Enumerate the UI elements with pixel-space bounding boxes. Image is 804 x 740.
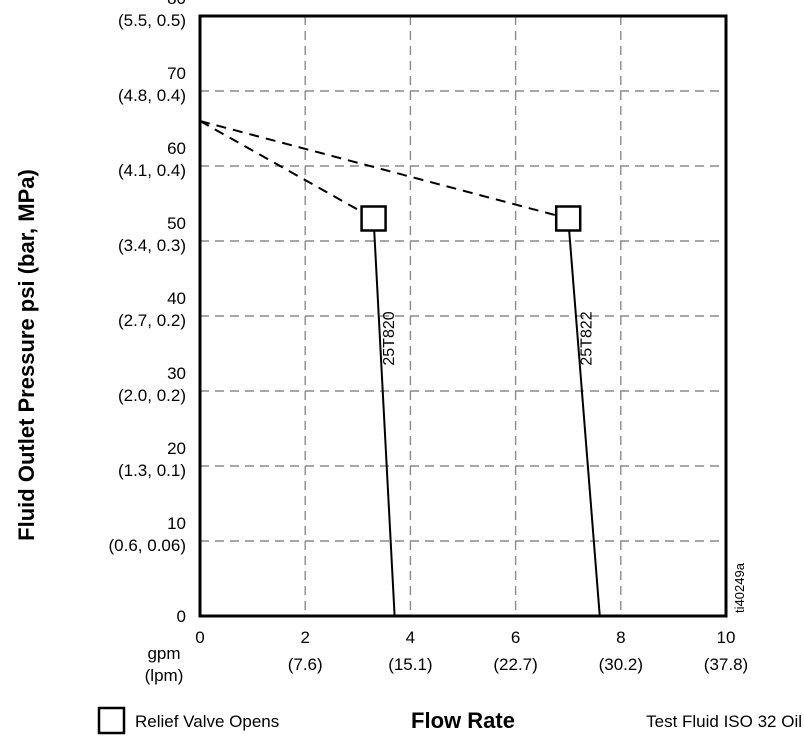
- y-tick-label: 60: [167, 139, 186, 158]
- test-fluid-note: Test Fluid ISO 32 Oil: [646, 712, 802, 731]
- y-tick-label: 10: [167, 514, 186, 533]
- y-tick-label: 70: [167, 64, 186, 83]
- legend-marker-square: [97, 706, 126, 735]
- relief-dashed-line: [199, 120, 569, 220]
- x-axis-label: Flow Rate: [411, 708, 515, 733]
- series-line-25t820: [372, 218, 396, 617]
- y-tick-label: 40: [167, 289, 186, 308]
- x-tick-label: 4: [406, 628, 415, 647]
- series-labels: 25T820 25T822: [381, 311, 596, 365]
- x-tick-secondary-label: (37.8): [704, 655, 748, 674]
- legend-relief-label: Relief Valve Opens: [135, 712, 279, 731]
- y-tick-secondary-label: (4.8, 0.4): [118, 86, 186, 105]
- x-tick-label: 2: [300, 628, 309, 647]
- y-tick-secondary-label: (3.4, 0.3): [118, 236, 186, 255]
- grid-lines: [200, 16, 726, 616]
- x-tick-secondary-label: (22.7): [493, 655, 537, 674]
- x-unit-primary: gpm: [147, 644, 180, 663]
- x-tick-secondary-label: (15.1): [388, 655, 432, 674]
- series-line-25t822: [567, 218, 601, 617]
- x-tick-label: 0: [195, 628, 204, 647]
- x-tick-label: 8: [616, 628, 625, 647]
- relief-dashed-line: [199, 120, 375, 220]
- x-unit-secondary: (lpm): [145, 666, 184, 685]
- y-tick-label: 80: [167, 0, 186, 8]
- y-tick-secondary-label: (2.0, 0.2): [118, 386, 186, 405]
- y-tick-label: 30: [167, 364, 186, 383]
- plot-frame: [198, 14, 728, 618]
- relief-dashed-lines: [199, 120, 569, 220]
- figure-id: ti40249a: [732, 562, 747, 613]
- y-tick-secondary-label: (2.7, 0.2): [118, 311, 186, 330]
- x-tick-label: 10: [717, 628, 736, 647]
- x-tick-labels: 0 2 (7.6) 4 (15.1) 6 (22.7) 8 (30.2) 10 (37.8): [195, 628, 748, 674]
- y-tick-label: 50: [167, 214, 186, 233]
- x-tick-label: 6: [511, 628, 520, 647]
- y-tick-secondary-label: (0.6, 0.06): [109, 536, 187, 555]
- relief-marker-25t822: [554, 205, 582, 232]
- series-label-25t820: 25T820: [381, 311, 398, 365]
- series-lines: [372, 218, 601, 617]
- y-tick-label: 20: [167, 439, 186, 458]
- y-axis-label: Fluid Outlet Pressure psi (bar, MPa): [14, 169, 39, 541]
- y-tick-secondary-label: (4.1, 0.4): [118, 161, 186, 180]
- series-label-25t822: 25T822: [579, 311, 596, 365]
- x-tick-secondary-label: (7.6): [288, 655, 323, 674]
- relief-markers: [360, 205, 582, 232]
- y-tick-label: 0: [177, 607, 186, 626]
- x-tick-secondary-label: (30.2): [599, 655, 643, 674]
- y-tick-secondary-label: (1.3, 0.1): [118, 461, 186, 480]
- y-tick-secondary-label: (5.5, 0.5): [118, 11, 186, 30]
- relief-marker-25t820: [360, 205, 387, 232]
- y-tick-labels: 0 10 (0.6, 0.06) 20 (1.3, 0.1) 30 (2.0, 0.2) 40…: [109, 0, 187, 626]
